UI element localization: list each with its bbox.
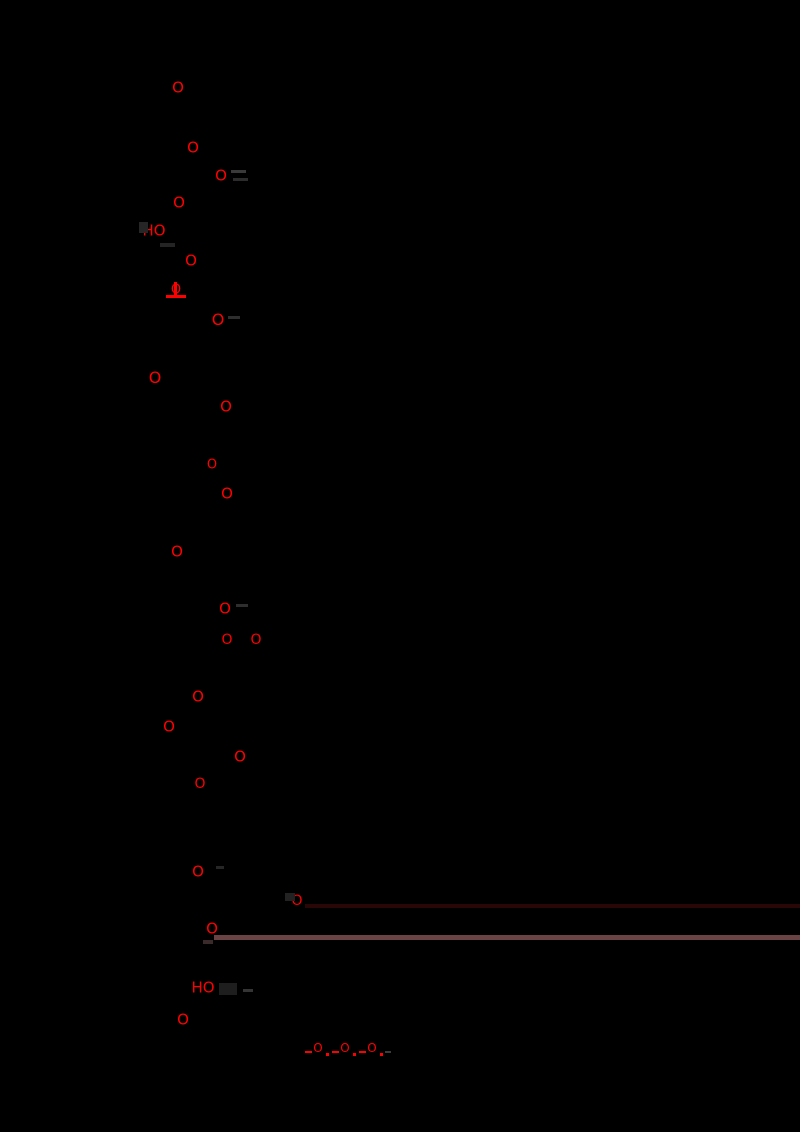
oxygen-atom-label: O bbox=[367, 1041, 377, 1055]
oxygen-atom-label: O bbox=[172, 78, 184, 97]
oxygen-atom-label: O bbox=[173, 193, 185, 212]
artifact-mark bbox=[359, 1051, 366, 1053]
artifact-mark bbox=[236, 604, 248, 607]
oxygen-atom-label: O bbox=[220, 397, 232, 416]
artifact-mark bbox=[233, 178, 248, 181]
oxygen-atom-label: O bbox=[163, 717, 175, 736]
artifact-mark bbox=[285, 893, 295, 901]
artifact-mark bbox=[160, 243, 175, 247]
oxygen-atom-label: HO bbox=[142, 221, 166, 240]
oxygen-atom-label: O bbox=[206, 919, 218, 938]
artifact-mark bbox=[380, 1053, 383, 1056]
artifact-mark bbox=[203, 940, 213, 944]
artifact-mark bbox=[305, 1051, 312, 1053]
artifact-mark bbox=[243, 989, 253, 992]
oxygen-atom-label: O bbox=[206, 457, 218, 473]
artifact-mark bbox=[231, 170, 246, 173]
oxygen-atom-label: O bbox=[221, 484, 233, 503]
artifact-mark bbox=[174, 282, 177, 296]
oxygen-atom-label: O bbox=[192, 862, 204, 881]
artifact-mark bbox=[219, 983, 237, 995]
oxygen-atom-label: O bbox=[250, 632, 262, 648]
artifact-mark bbox=[228, 316, 240, 319]
oxygen-atom-label: O bbox=[313, 1041, 323, 1055]
oxygen-atom-label: HO bbox=[191, 978, 215, 997]
oxygen-atom-label: O bbox=[211, 310, 225, 329]
artifact-mark bbox=[332, 1051, 339, 1053]
oxygen-atom-label: O bbox=[291, 893, 303, 909]
oxygen-atom-label: O bbox=[219, 599, 231, 618]
artifact-mark bbox=[326, 1053, 329, 1056]
oxygen-atom-label: O bbox=[185, 251, 197, 270]
artifact-mark bbox=[139, 222, 148, 233]
oxygen-atom-label: O bbox=[234, 747, 246, 766]
oxygen-atom-label: O bbox=[340, 1041, 350, 1055]
artifact-mark bbox=[353, 1053, 356, 1056]
oxygen-atom-label: O bbox=[215, 166, 227, 185]
oxygen-atom-label: O bbox=[192, 687, 204, 706]
bond-line bbox=[305, 904, 800, 908]
bond-line bbox=[214, 935, 800, 940]
artifact-mark bbox=[216, 866, 224, 869]
oxygen-atom-label: O bbox=[187, 138, 199, 157]
oxygen-atom-label: O bbox=[194, 776, 206, 792]
oxygen-atom-label: O bbox=[221, 632, 233, 648]
artifact-mark bbox=[166, 295, 186, 298]
oxygen-atom-label: O bbox=[148, 368, 162, 387]
oxygen-atom-label: O bbox=[177, 1010, 189, 1029]
artifact-mark bbox=[385, 1051, 391, 1053]
oxygen-atom-label: O bbox=[171, 542, 183, 561]
